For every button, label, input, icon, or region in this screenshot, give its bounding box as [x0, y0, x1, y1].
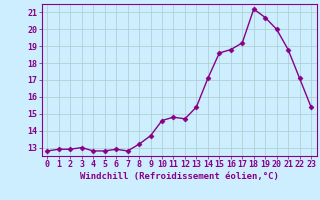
X-axis label: Windchill (Refroidissement éolien,°C): Windchill (Refroidissement éolien,°C): [80, 172, 279, 181]
